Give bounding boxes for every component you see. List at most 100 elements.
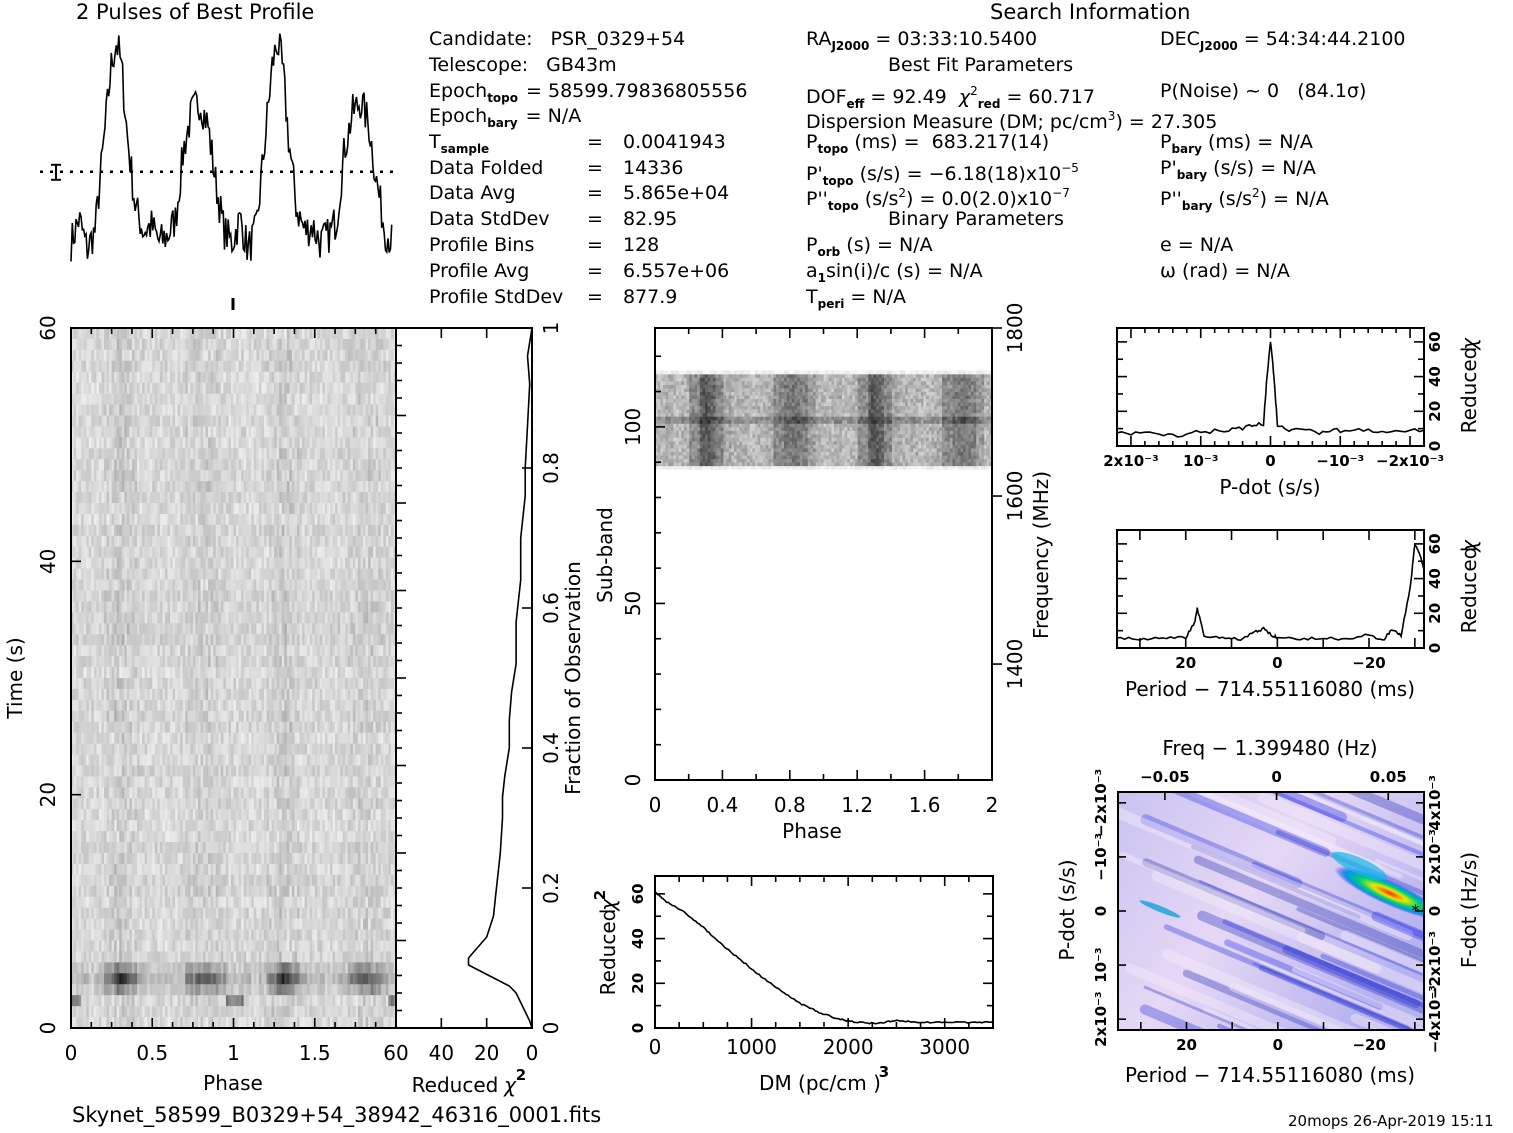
- pddot-bary-field: P''bary (s/s2) = N/A: [1160, 186, 1329, 213]
- heat-cell: [327, 601, 331, 613]
- heat-cell: [93, 448, 97, 460]
- heat-cell: [266, 492, 270, 504]
- heat-cell: [116, 557, 120, 570]
- heat-cell: [73, 535, 77, 548]
- heat-cell: [142, 481, 146, 493]
- heat-cell: [347, 503, 351, 515]
- heat-cell: [332, 524, 336, 537]
- heat-cell: [137, 404, 140, 416]
- heat-cell: [236, 645, 239, 657]
- heat-cell: [208, 656, 212, 668]
- heat-cell: [147, 546, 151, 559]
- heat-cell: [385, 393, 389, 405]
- heat-cell: [126, 732, 130, 745]
- heat-cell: [365, 546, 369, 559]
- heat-cell: [258, 481, 262, 493]
- heat-cell: [284, 513, 288, 526]
- heat-cell: [126, 721, 130, 734]
- heat-cell: [78, 349, 82, 362]
- heat-cell: [314, 601, 318, 613]
- heat-cell: [335, 601, 338, 613]
- heat-cell: [170, 732, 173, 745]
- heat-cell: [324, 513, 328, 526]
- info-row: Candidate: PSR_0329+54: [429, 28, 685, 50]
- heat-cell: [88, 492, 92, 504]
- heat-cell: [307, 645, 311, 657]
- heat-cell: [134, 470, 138, 482]
- heat-cell: [109, 338, 113, 351]
- heat-cell: [355, 524, 359, 537]
- heat-cell: [116, 503, 120, 515]
- heat-cell: [246, 349, 250, 362]
- heat-cell: [276, 393, 280, 405]
- heat-cell: [218, 513, 222, 526]
- heat-cell: [149, 448, 153, 460]
- heat-cell: [383, 503, 387, 515]
- heat-cell: [88, 393, 92, 405]
- heat-cell: [180, 688, 184, 701]
- heat-cell: [263, 579, 267, 591]
- heat-cell: [266, 404, 270, 416]
- heat-cell: [213, 503, 217, 515]
- heat-cell: [332, 459, 336, 471]
- heat-cell: [368, 382, 372, 395]
- heat-cell: [131, 710, 135, 723]
- heat-cell: [299, 371, 303, 384]
- heat-cell: [253, 470, 257, 482]
- heat-cell: [177, 459, 181, 471]
- heat-cell: [342, 612, 346, 624]
- heat-cell: [139, 612, 143, 624]
- heat-cell: [284, 612, 288, 624]
- heat-cell: [185, 349, 189, 362]
- heat-cell: [104, 678, 107, 690]
- pdot-bary-field: P'bary (s/s) = N/A: [1160, 157, 1316, 182]
- heat-cell: [88, 579, 92, 591]
- heat-cell: [147, 645, 151, 657]
- heat-cell: [385, 426, 389, 438]
- heat-cell: [73, 645, 77, 657]
- heat-cell: [215, 743, 219, 755]
- heat-cell: [170, 678, 173, 690]
- heat-cell: [182, 459, 186, 471]
- heat-cell: [225, 568, 229, 580]
- heat-cell: [91, 590, 95, 602]
- heat-cell: [327, 645, 331, 657]
- heat-cell: [86, 393, 90, 405]
- heat-cell: [121, 623, 125, 635]
- heat-cell: [154, 557, 158, 570]
- heat-cell: [109, 349, 113, 362]
- info-row: Epochtopo = 58599.79836805556: [429, 80, 747, 109]
- heat-cell: [238, 437, 242, 449]
- heat-cell: [124, 459, 128, 471]
- heat-cell: [86, 459, 90, 471]
- heat-cell: [114, 634, 118, 646]
- heat-cell: [241, 513, 245, 526]
- heat-cell: [164, 546, 168, 559]
- heat-cell: [144, 448, 148, 460]
- heat-cell: [322, 481, 326, 493]
- heat-cell: [175, 328, 179, 340]
- heat-cell: [228, 601, 232, 613]
- heat-cell: [205, 338, 209, 351]
- heat-cell: [246, 492, 250, 504]
- heat-cell: [258, 590, 262, 602]
- heat-cell: [157, 535, 161, 548]
- heat-cell: [317, 568, 321, 580]
- heat-cell: [312, 503, 316, 515]
- heat-cell: [111, 688, 115, 701]
- heat-cell: [144, 590, 148, 602]
- heat-cell: [342, 634, 346, 646]
- heat-cell: [200, 645, 204, 657]
- heat-cell: [243, 710, 247, 723]
- heat-cell: [289, 459, 293, 471]
- heat-cell: [340, 503, 344, 515]
- heat-cell: [119, 732, 123, 745]
- heat-cell: [170, 699, 173, 712]
- heat-cell: [159, 371, 163, 384]
- heat-cell: [91, 404, 95, 416]
- heat-cell: [172, 470, 176, 482]
- heat-cell: [370, 645, 374, 657]
- heat-cell: [281, 470, 285, 482]
- heat-cell: [180, 721, 184, 734]
- heat-cell: [329, 601, 333, 613]
